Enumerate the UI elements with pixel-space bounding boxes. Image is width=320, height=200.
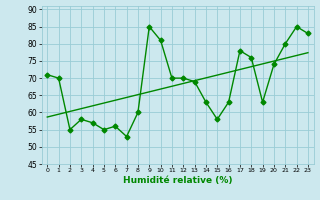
X-axis label: Humidité relative (%): Humidité relative (%)	[123, 176, 232, 185]
